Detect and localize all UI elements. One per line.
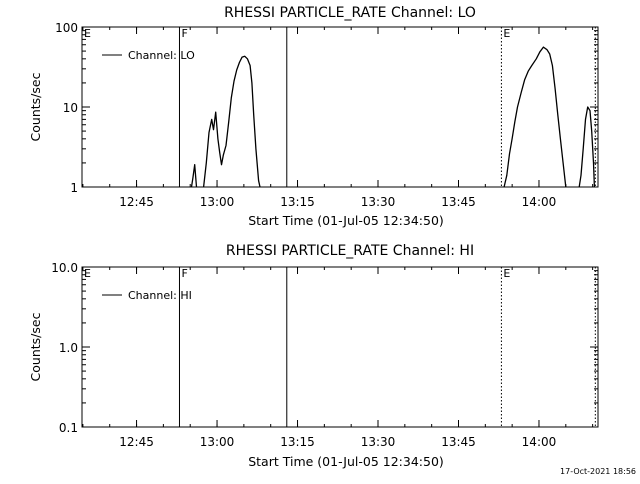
marker-label: E (503, 267, 510, 280)
y-tick-label: 0.1 (59, 421, 78, 435)
marker-label: E (84, 27, 91, 40)
x-tick-label: 13:00 (200, 435, 235, 449)
marker-label: F (181, 267, 187, 280)
footer-timestamp: 17-Oct-2021 18:56 (560, 467, 636, 476)
marker-label: E (503, 27, 510, 40)
series-line (578, 106, 596, 188)
x-tick-label: 12:45 (119, 195, 154, 209)
x-tick-label: 13:15 (280, 195, 315, 209)
legend-label: Channel: LO (128, 49, 195, 62)
y-axis-label: Counts/sec (28, 312, 43, 381)
legend-label: Channel: HI (128, 289, 192, 302)
x-tick-label: 14:00 (522, 435, 557, 449)
marker-label: E (84, 267, 91, 280)
y-tick-label: 1.0 (59, 341, 78, 355)
series-line (202, 55, 261, 188)
chart-title: RHESSI PARTICLE_RATE Channel: LO (224, 5, 476, 21)
y-tick-label: 10.0 (51, 261, 78, 275)
x-tick-label: 13:30 (361, 195, 396, 209)
x-tick-label: 14:00 (522, 195, 557, 209)
marker-label: F (181, 27, 187, 40)
x-tick-label: 13:45 (441, 435, 476, 449)
series-line (503, 46, 567, 188)
x-axis-label: Start Time (01-Jul-05 12:34:50) (248, 213, 444, 228)
x-tick-label: 13:30 (361, 435, 396, 449)
y-tick-label: 100 (55, 21, 78, 35)
y-axis-label: Counts/sec (28, 72, 43, 141)
y-tick-label: 1 (70, 181, 78, 195)
x-tick-label: 12:45 (119, 435, 154, 449)
x-tick-label: 13:00 (200, 195, 235, 209)
x-axis-label: Start Time (01-Jul-05 12:34:50) (248, 454, 444, 469)
x-tick-label: 13:45 (441, 195, 476, 209)
x-tick-label: 13:15 (280, 435, 315, 449)
chart-title: RHESSI PARTICLE_RATE Channel: HI (226, 243, 474, 259)
y-tick-label: 10 (63, 101, 78, 115)
series-line (190, 164, 198, 188)
